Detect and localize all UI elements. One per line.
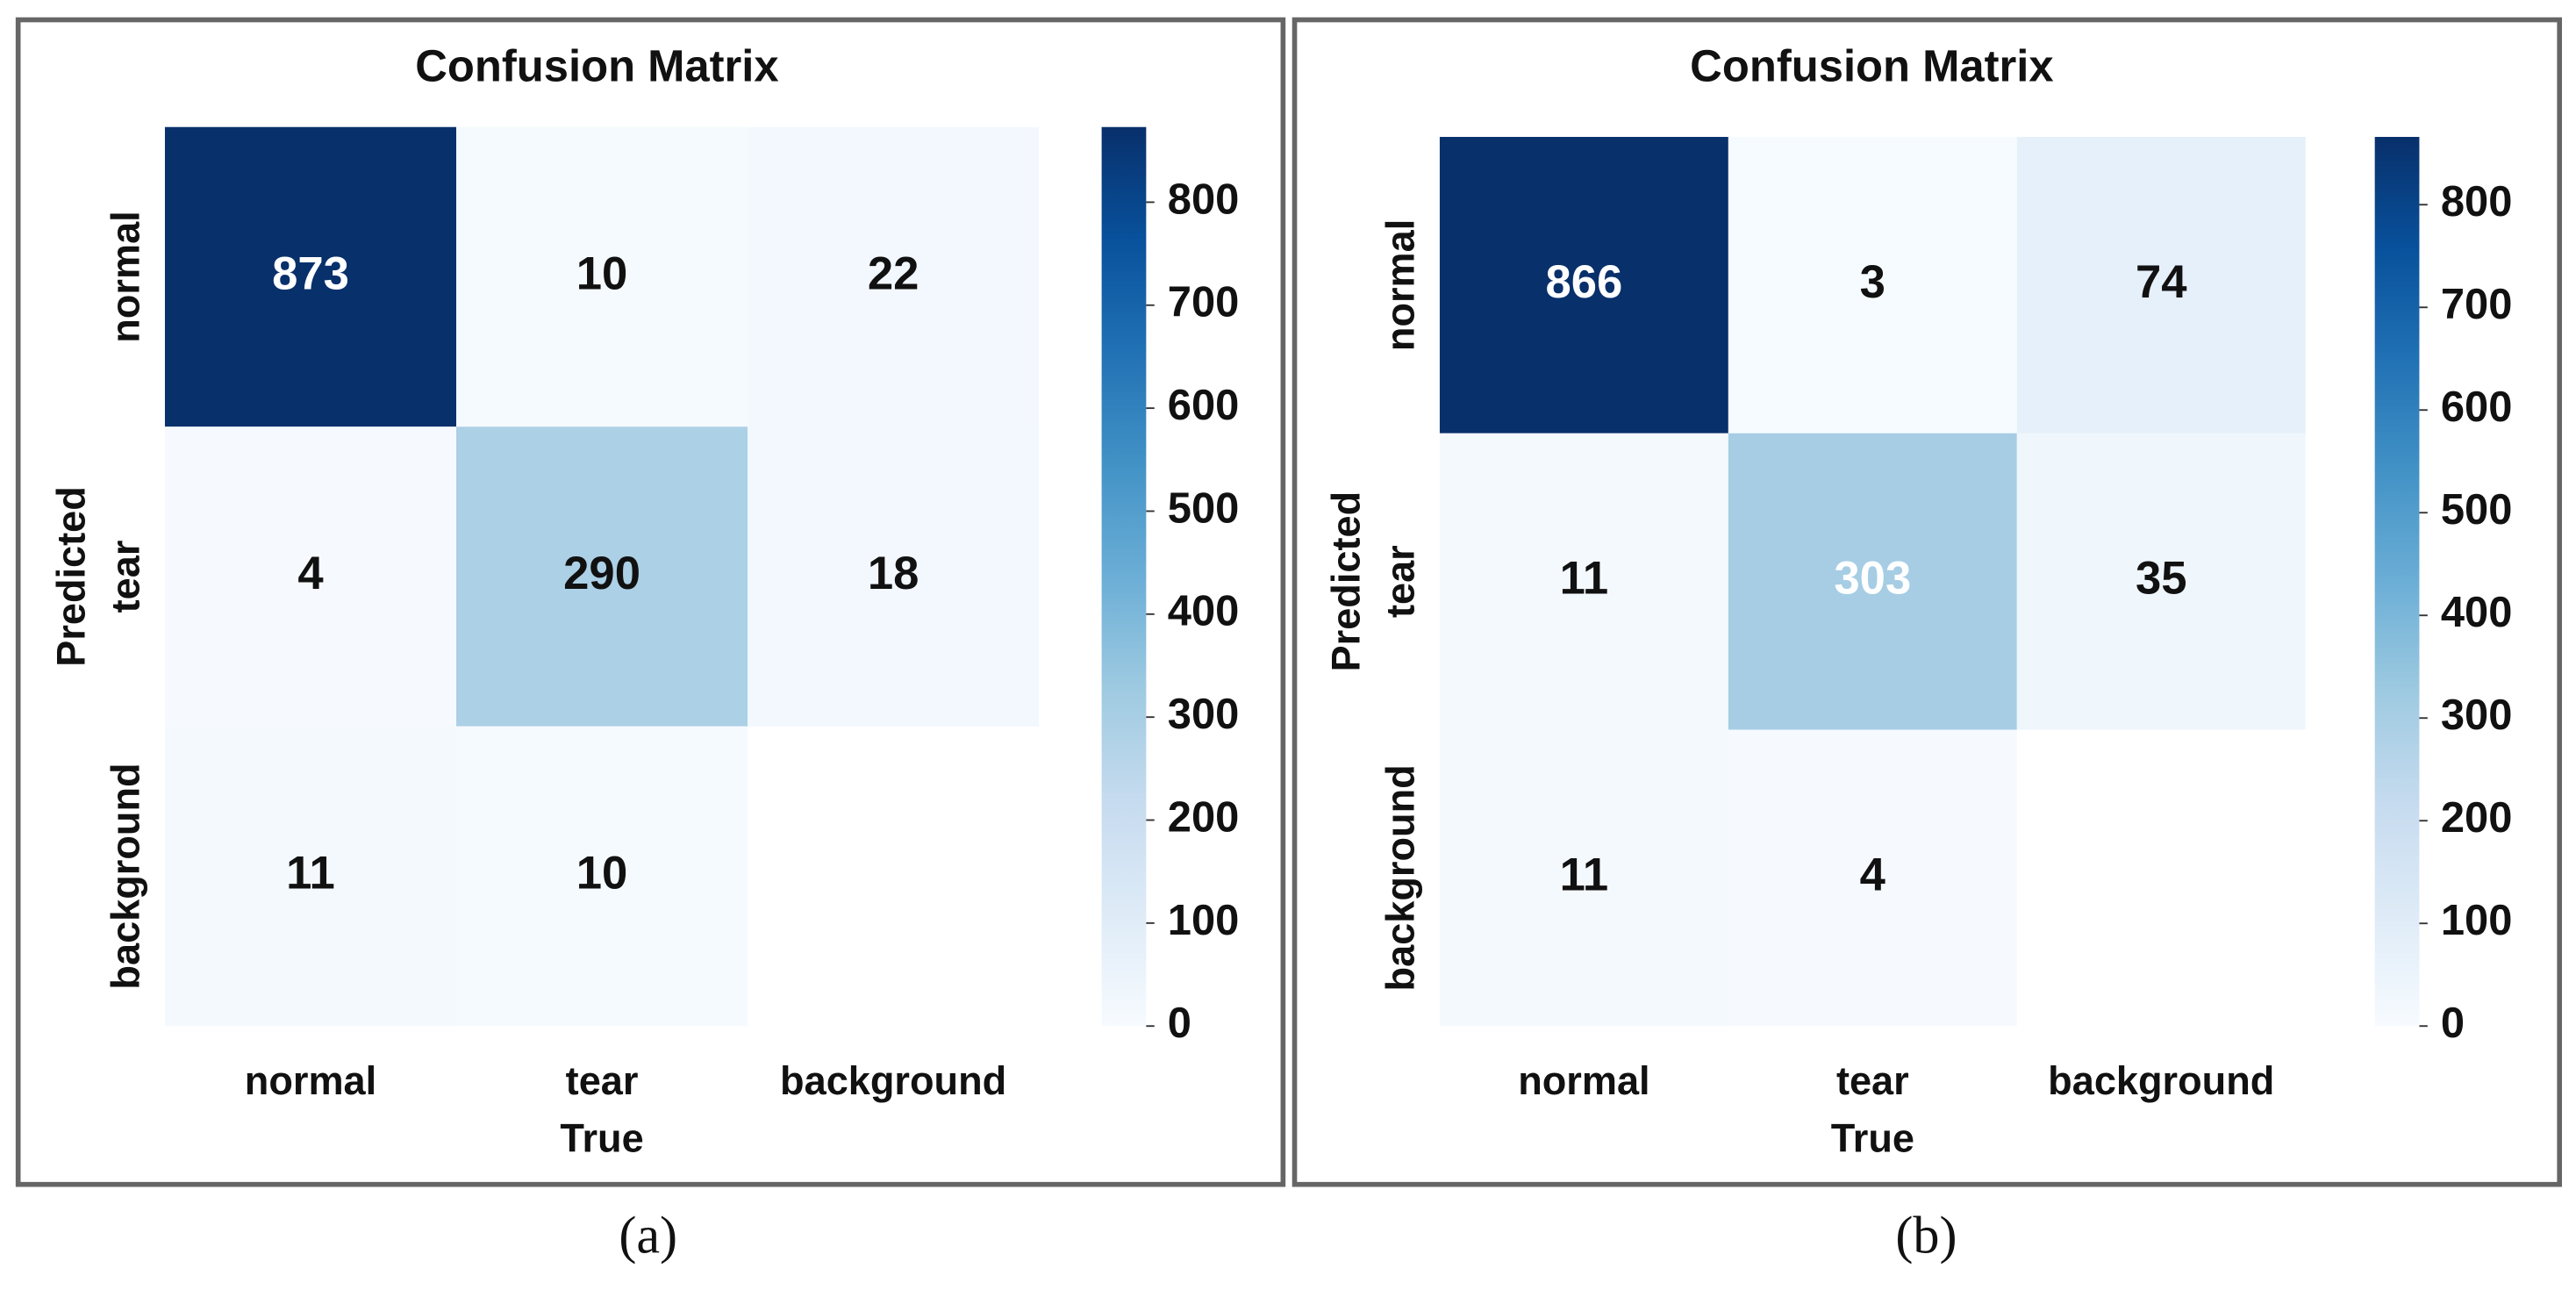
x-tick-label: tear bbox=[1836, 1058, 1909, 1103]
heatmap-cell bbox=[456, 726, 748, 1027]
heatmap-cell bbox=[164, 726, 457, 1027]
x-tick-label: background bbox=[2048, 1058, 2274, 1103]
colorbar-tick-label: 100 bbox=[1168, 897, 1240, 944]
heatmap-cell bbox=[1728, 433, 2017, 730]
cell-label: 4 bbox=[297, 548, 323, 599]
cell-label: 866 bbox=[1545, 256, 1622, 308]
x-tick-label: normal bbox=[245, 1058, 376, 1103]
heatmap-cell bbox=[1439, 729, 1728, 1027]
colorbar-tick-label: 800 bbox=[2441, 178, 2513, 226]
y-tick-label: normal bbox=[104, 211, 148, 342]
y-axis-label: Predicted bbox=[49, 486, 94, 667]
cell-label: 22 bbox=[868, 247, 919, 299]
heatmap-cell bbox=[456, 126, 748, 427]
colorbar-tick-label: 300 bbox=[1168, 691, 1240, 738]
cell-label: 11 bbox=[1560, 849, 1609, 900]
heatmap-cell bbox=[1439, 137, 1728, 434]
colorbar-tick-label: 200 bbox=[1168, 793, 1240, 841]
heatmap-cell bbox=[456, 426, 748, 727]
panel-border bbox=[1292, 17, 2563, 1187]
cell-label: 3 bbox=[1860, 256, 1885, 308]
colorbar-tick-label: 700 bbox=[2441, 281, 2513, 328]
cell-label: 4 bbox=[1860, 849, 1885, 900]
colorbar-tick-label: 700 bbox=[1168, 279, 1240, 326]
heatmap-cell bbox=[748, 126, 1040, 427]
cell-label: 303 bbox=[1834, 553, 1911, 605]
heatmap-cell bbox=[164, 426, 457, 727]
colorbar-tick-label: 800 bbox=[1168, 176, 1240, 223]
cell-label: 873 bbox=[272, 247, 349, 299]
cell-label: 11 bbox=[1560, 553, 1609, 605]
chart-title: Confusion Matrix bbox=[415, 40, 778, 90]
y-tick-label: normal bbox=[1377, 219, 1422, 351]
cell-label: 74 bbox=[2136, 256, 2187, 308]
colorbar bbox=[1101, 126, 1147, 1027]
cell-label: 35 bbox=[2136, 553, 2187, 605]
cell-label: 10 bbox=[576, 247, 628, 299]
x-axis-label: True bbox=[1831, 1116, 1914, 1161]
cell-label: 290 bbox=[563, 548, 640, 599]
colorbar-tick-label: 0 bbox=[2441, 1000, 2465, 1047]
panel-caption: (a) bbox=[619, 1206, 677, 1265]
colorbar bbox=[2374, 137, 2420, 1027]
cell-label: 10 bbox=[576, 847, 628, 899]
y-tick-label: background bbox=[104, 763, 148, 989]
heatmap-cell bbox=[2016, 433, 2306, 730]
heatmap-cell bbox=[1728, 729, 2017, 1027]
x-axis-label: True bbox=[560, 1116, 643, 1161]
colorbar-tick-label: 500 bbox=[2441, 486, 2513, 534]
panel-caption: (b) bbox=[1895, 1206, 1957, 1265]
chart-title: Confusion Matrix bbox=[1690, 40, 2053, 90]
x-tick-label: tear bbox=[566, 1058, 639, 1103]
colorbar-tick-label: 300 bbox=[2441, 692, 2513, 739]
heatmap-cell bbox=[748, 426, 1040, 727]
colorbar-tick-label: 400 bbox=[1168, 588, 1240, 635]
x-tick-label: background bbox=[780, 1058, 1006, 1103]
heatmap-cell bbox=[1439, 433, 1728, 730]
colorbar-tick-label: 100 bbox=[2441, 897, 2513, 944]
colorbar-tick-label: 600 bbox=[1168, 382, 1240, 429]
heatmap-cell bbox=[1728, 137, 2017, 434]
colorbar-tick-label: 600 bbox=[2441, 383, 2513, 431]
y-tick-label: tear bbox=[104, 541, 148, 613]
cell-label: 18 bbox=[868, 548, 919, 599]
panel-border bbox=[15, 17, 1286, 1187]
y-axis-label: Predicted bbox=[1323, 491, 1368, 672]
cell-label: 11 bbox=[286, 847, 335, 899]
heatmap-cell bbox=[164, 126, 457, 427]
y-tick-label: background bbox=[1377, 764, 1422, 991]
colorbar-tick-label: 200 bbox=[2441, 794, 2513, 842]
heatmap-cell bbox=[2016, 137, 2306, 434]
colorbar-tick-label: 0 bbox=[1168, 1000, 1191, 1047]
colorbar-tick-label: 500 bbox=[1168, 484, 1240, 532]
x-tick-label: normal bbox=[1518, 1058, 1649, 1103]
colorbar-tick-label: 400 bbox=[2441, 589, 2513, 636]
y-tick-label: tear bbox=[1377, 545, 1422, 618]
